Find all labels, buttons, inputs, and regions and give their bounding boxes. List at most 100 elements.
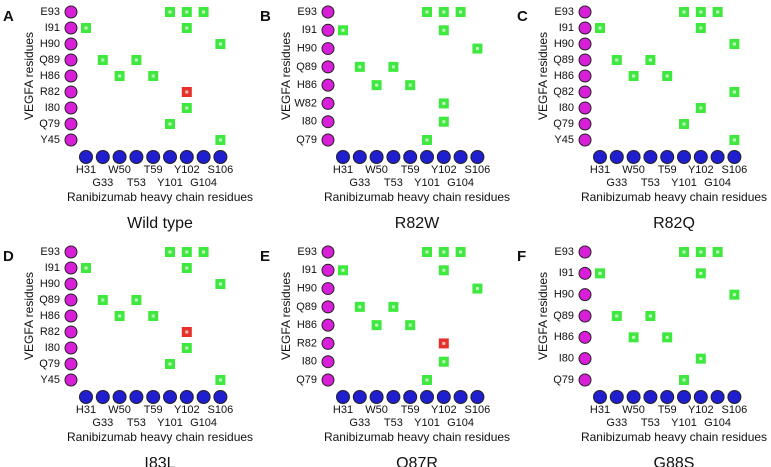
contact-center — [732, 90, 736, 94]
y-residue — [578, 37, 592, 51]
contact-center — [408, 83, 412, 87]
x-tick-label: G33 — [606, 177, 627, 189]
panel-letter: A — [3, 8, 14, 25]
panel: C VEGFA residues E93 I91 H90 Q89 H86 Q82 I80 Q79 Y… — [517, 5, 767, 232]
y-tick-label: Q79 — [296, 374, 317, 386]
contact-center — [716, 10, 720, 14]
x-tick-label: T53 — [127, 417, 146, 429]
y-axis-label: VEGFA residues — [536, 32, 550, 120]
x-residue — [352, 390, 367, 404]
x-residue — [129, 390, 144, 404]
x-tick-label: T59 — [144, 404, 163, 416]
x-residue — [129, 150, 144, 164]
panel-letter: D — [3, 248, 14, 265]
x-residue — [386, 150, 401, 164]
x-tick-label: Y101 — [671, 177, 697, 189]
y-residue — [64, 37, 78, 51]
x-residue — [79, 150, 93, 164]
y-residue — [578, 352, 592, 366]
x-tick-label: G104 — [704, 417, 731, 429]
y-tick-label: I91 — [45, 262, 60, 274]
contact-center — [84, 26, 88, 30]
y-tick-label: Q89 — [553, 310, 574, 322]
y-residue — [64, 325, 78, 339]
x-tick-label: W50 — [365, 404, 388, 416]
x-tick-label: Y102 — [688, 404, 714, 416]
y-tick-label: Q79 — [39, 358, 60, 370]
x-tick-label: Y101 — [157, 177, 183, 189]
y-tick-label: Y45 — [40, 374, 60, 386]
x-tick-label: S106 — [208, 164, 234, 176]
contact-center — [408, 323, 412, 327]
x-tick-label: G33 — [92, 177, 113, 189]
contact-center — [341, 28, 345, 32]
contact-center — [682, 122, 686, 126]
y-tick-label: I80 — [45, 102, 60, 114]
panel-title: Wild type — [127, 215, 193, 232]
x-residue — [352, 150, 367, 164]
x-tick-label: G33 — [92, 417, 113, 429]
y-tick-label: I80 — [559, 102, 574, 114]
y-residue — [321, 5, 335, 19]
y-tick-label: H90 — [40, 38, 60, 50]
x-residue — [179, 390, 194, 404]
y-residue — [578, 117, 592, 131]
y-residue — [321, 60, 335, 74]
y-tick-label: Q89 — [553, 54, 574, 66]
x-residue — [710, 390, 725, 404]
panel: E VEGFA residues E93 I91 H90 Q89 H86 R82 I80 Q79 H… — [260, 245, 510, 467]
y-residue — [321, 336, 335, 350]
x-residue — [336, 150, 350, 164]
contact-center — [391, 65, 395, 69]
contact-center — [101, 298, 105, 302]
x-residue — [693, 390, 708, 404]
contact-center — [202, 10, 206, 14]
y-residue — [578, 21, 592, 35]
contact-center — [134, 298, 138, 302]
x-residue — [369, 390, 384, 404]
contact-center — [218, 42, 222, 46]
y-axis-label: VEGFA residues — [22, 32, 36, 120]
y-tick-label: H86 — [554, 331, 574, 343]
contact-center — [475, 287, 479, 291]
x-axis-label: Ranibizumab heavy chain residues — [324, 430, 510, 444]
y-tick-label: I91 — [302, 264, 317, 276]
x-tick-label: Y102 — [174, 404, 200, 416]
y-residue — [64, 261, 78, 275]
contact-center — [732, 138, 736, 142]
y-residue — [321, 318, 335, 332]
y-tick-label: Q82 — [553, 86, 574, 98]
contact-center — [442, 268, 446, 272]
y-tick-label: E93 — [297, 246, 317, 258]
panel-letter: B — [260, 8, 271, 25]
contact-center — [442, 250, 446, 254]
panel-letter: F — [517, 248, 526, 265]
y-tick-label: Q89 — [39, 54, 60, 66]
x-residue — [453, 390, 468, 404]
x-residue — [677, 150, 691, 164]
y-residue — [321, 78, 335, 92]
y-residue — [578, 309, 592, 323]
x-tick-label: Y102 — [431, 404, 457, 416]
contact-center — [648, 314, 652, 318]
x-tick-label: G104 — [704, 177, 731, 189]
x-tick-label: G104 — [190, 177, 217, 189]
y-tick-label: R82 — [40, 86, 60, 98]
y-residue — [321, 115, 335, 129]
contact-center — [442, 10, 446, 14]
x-axis-label: Ranibizumab heavy chain residues — [67, 430, 253, 444]
x-axis-label: Ranibizumab heavy chain residues — [581, 190, 767, 204]
panel-title: I83L — [144, 455, 175, 467]
y-tick-label: H90 — [40, 278, 60, 290]
x-residue — [386, 390, 401, 404]
contact-center — [425, 10, 429, 14]
y-residue — [578, 101, 592, 115]
y-residue — [321, 263, 335, 277]
y-residue — [321, 245, 335, 259]
contact-center — [732, 293, 736, 297]
y-residue — [64, 5, 78, 19]
contact-center — [442, 341, 446, 345]
x-residue — [453, 150, 468, 164]
x-residue — [213, 390, 228, 404]
